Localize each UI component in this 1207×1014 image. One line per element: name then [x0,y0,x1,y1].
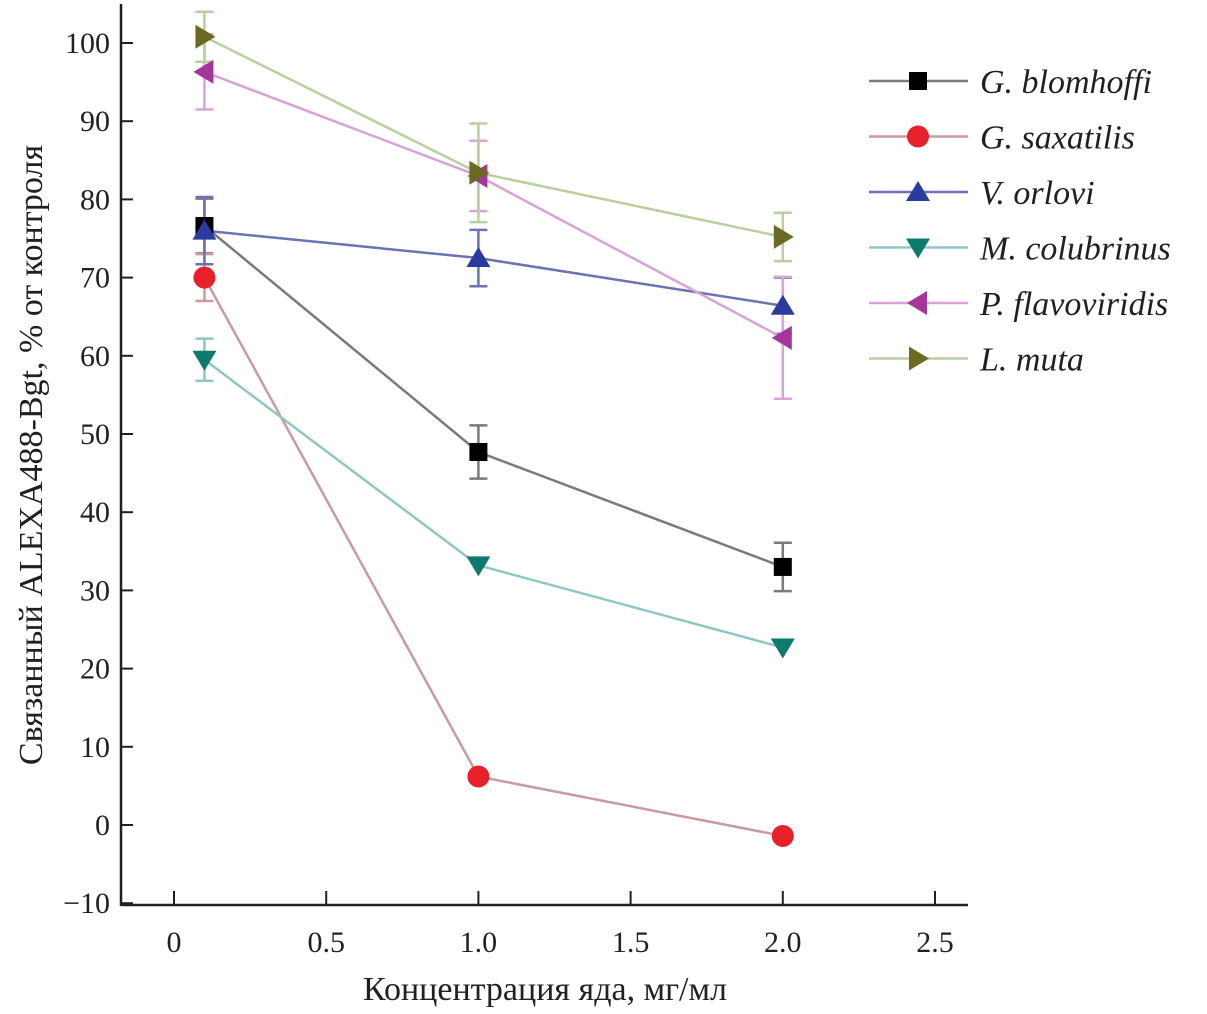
legend-label: G. blomhoffi [980,64,1152,101]
y-tick-label: 10 [80,731,110,764]
series-line-g-saxatilis [203,276,784,838]
x-tick-label: 1.0 [460,926,498,959]
series-points-p-flavoviridis [193,59,792,350]
error-bars-l-muta [195,10,792,263]
legend-item: G. saxatilis [869,120,1135,157]
data-point [770,638,795,659]
series-line-l-muta [203,35,784,239]
legend-marker [906,238,930,259]
y-tick-label: 30 [80,574,110,607]
legend-label: M. colubrinus [979,231,1171,268]
y-axis-title: Связанный ALEXA488-Bgt, % от контроля [13,145,50,766]
series-points-g-saxatilis [193,266,794,847]
legend-marker [907,291,927,315]
series-points-l-muta [195,24,794,249]
y-tick-label: 100 [65,27,110,60]
legend-marker [906,181,930,201]
data-point [770,294,795,315]
legend-item: P. flavoviridis [869,286,1168,323]
legend-label: L. muta [979,342,1084,379]
data-point [466,247,491,268]
legend-item: M. colubrinus [869,231,1171,268]
x-tick-label: 2.5 [916,926,954,959]
x-tick-label: 0.5 [307,926,345,959]
data-point [193,59,214,84]
data-point [193,266,216,289]
legend-label: V. orlovi [980,175,1095,212]
x-axis-title: Концентрация яда, мг/мл [363,971,727,1008]
y-tick-label: 70 [80,262,110,295]
data-point [467,765,490,788]
error-bars-p-flavoviridis [195,33,792,401]
data-point [771,325,792,350]
error-bars-v-orlovi [195,195,792,336]
series-points-v-orlovi [192,219,795,315]
x-ticks: 0 0.5 1.0 1.5 2.0 2.5 [167,891,954,959]
x-tick-label: 2.0 [764,926,802,959]
y-tick-label: 90 [80,105,110,138]
y-tick-label: 40 [80,496,110,529]
y-tick-label: 20 [80,653,110,686]
y-tick-label: 80 [80,183,110,216]
legend-marker [909,72,927,90]
series-points-m-colubrinus [192,350,795,659]
legend-item: V. orlovi [869,175,1095,212]
data-point [773,557,792,576]
data-point [195,24,216,49]
legend-marker [909,346,929,371]
legend-item: L. muta [869,342,1084,379]
series-line-m-colubrinus [203,358,784,649]
series-line-v-orlovi [204,229,783,307]
series-line-g-blomhoffi [203,225,784,569]
axes: −10 0 10 20 30 40 50 60 70 80 90 100 0 0.5 1.0 1.5 2.0 2… [63,4,968,959]
legend-item: G. blomhoffi [869,64,1152,101]
y-tick-label: 0 [95,809,110,842]
data-point [469,160,490,185]
y-tick-label: −10 [63,887,110,920]
data-point [192,350,217,371]
x-tick-label: 0 [167,926,182,959]
y-tick-label: 60 [80,340,110,373]
error-bars-g-blomhoffi [195,197,792,593]
y-tick-label: 50 [80,418,110,451]
data-point [771,824,794,847]
legend-marker [907,125,929,148]
data-point [466,556,491,577]
legend-label: P. flavoviridis [979,286,1168,323]
data-point [469,442,488,461]
x-tick-label: 1.5 [612,926,650,959]
plot-area [192,10,795,847]
legend: G. blomhoffi G. saxatilis V. orlovi M. colu… [869,64,1171,379]
data-point [773,224,794,249]
series-points-g-blomhoffi [195,216,792,576]
legend-label: G. saxatilis [980,120,1135,157]
y-ticks: −10 0 10 20 30 40 50 60 70 80 90 100 [63,27,133,920]
data-point [192,219,217,240]
